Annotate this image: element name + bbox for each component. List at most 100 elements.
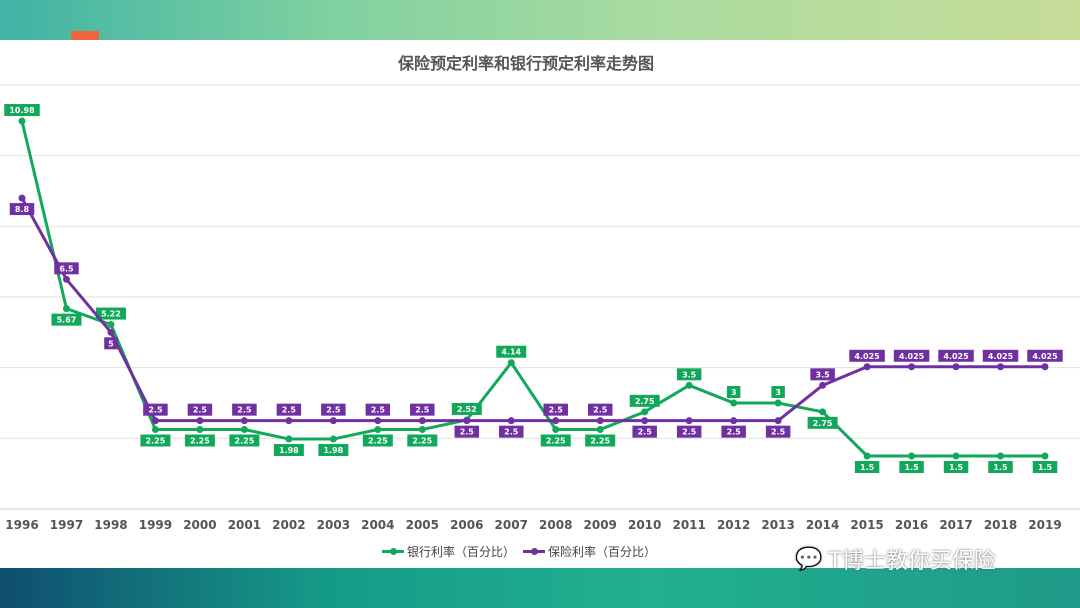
x-tick-label: 2011 (672, 518, 705, 532)
watermark-text: T博士教你买保险 (828, 549, 996, 574)
data-label: 2.5 (282, 406, 297, 415)
data-point (641, 408, 649, 416)
data-label-bg (632, 425, 657, 438)
data-point (463, 417, 471, 425)
data-label: 2.5 (460, 428, 475, 437)
data-point (18, 117, 26, 125)
data-point (596, 417, 604, 425)
data-label-bg (187, 403, 213, 416)
data-label: 2.5 (593, 406, 608, 415)
data-point (819, 408, 827, 416)
legend-marker (523, 548, 546, 555)
legend: 银行利率（百分比） 保险利率（百分比） (382, 543, 656, 560)
data-label: 2.25 (590, 437, 610, 446)
x-tick-label: 1997 (50, 518, 83, 532)
watermark: 💬 T博士教你买保险 (795, 543, 996, 575)
data-point (730, 399, 738, 407)
x-tick-label: 2003 (317, 518, 350, 532)
data-label: 1.5 (993, 463, 1008, 472)
data-label-bg (765, 425, 791, 438)
series-line (20, 120, 1045, 458)
legend-label: 保险利率（百分比） (548, 545, 657, 559)
x-tick-label: 2016 (895, 518, 928, 532)
data-point (908, 363, 916, 371)
data-point (107, 321, 115, 329)
x-tick-label: 2014 (806, 518, 839, 532)
data-point (908, 452, 916, 460)
data-label-bg (1032, 461, 1058, 473)
x-tick-label: 1998 (94, 518, 127, 532)
data-label-bg (807, 416, 838, 429)
data-label-bg (585, 434, 616, 447)
x-tick-label: 2013 (761, 518, 794, 532)
accent-bar (71, 31, 99, 40)
data-label-bg (810, 368, 835, 381)
data-label: 4.025 (1032, 352, 1058, 361)
x-tick-label: 1996 (5, 518, 38, 532)
data-label-bg (587, 403, 613, 416)
data-label: 2.5 (415, 406, 430, 415)
data-label-bg (1027, 349, 1063, 362)
x-tick-label: 2019 (1028, 518, 1061, 532)
data-point (819, 381, 827, 389)
x-tick-label: 2017 (939, 518, 972, 532)
data-point (863, 363, 871, 371)
data-point (952, 452, 960, 460)
data-label-bg (184, 434, 215, 447)
data-label: 4.025 (854, 352, 880, 361)
data-point (151, 417, 159, 425)
data-label: 1.5 (949, 463, 964, 472)
data-label-bg (407, 434, 438, 447)
data-label-bg (893, 349, 930, 362)
wechat-icon: 💬 (795, 546, 823, 572)
data-label: 2.5 (371, 406, 386, 415)
data-point (62, 305, 70, 313)
data-label: 2.5 (148, 406, 163, 415)
data-label: 5.22 (101, 310, 121, 319)
x-tick-label: 2001 (228, 518, 261, 532)
data-point (1041, 452, 1049, 460)
data-label-bg (232, 403, 257, 416)
data-label-bg (104, 337, 118, 350)
data-label-bg (771, 386, 785, 398)
data-label: 5 (108, 339, 114, 348)
data-label-bg (943, 461, 969, 473)
data-label: 2.5 (326, 406, 341, 415)
data-label-bg (676, 425, 702, 438)
data-point (285, 435, 293, 443)
x-tick-label: 2000 (183, 518, 216, 532)
data-label: 2.5 (727, 428, 742, 437)
data-point (685, 417, 693, 425)
x-tick-label: 2009 (584, 518, 617, 532)
data-point (507, 417, 515, 425)
data-label: 5.67 (57, 316, 77, 325)
data-label-bg (54, 262, 79, 275)
data-label: 2.75 (813, 419, 833, 428)
data-label-bg (362, 434, 393, 447)
data-label: 3.5 (682, 370, 697, 379)
data-point (374, 417, 382, 425)
data-label: 2.5 (682, 428, 697, 437)
data-point (596, 426, 604, 433)
data-label-bg (451, 402, 482, 415)
data-point (1041, 363, 1049, 371)
data-label-bg (726, 386, 741, 398)
data-label: 10.98 (9, 106, 35, 115)
x-tick-label: 2006 (450, 518, 483, 532)
data-label-bg (721, 425, 746, 438)
data-point (552, 426, 560, 433)
data-label-bg (543, 403, 568, 416)
data-point (552, 417, 560, 425)
top-banner (0, 0, 1080, 40)
data-label: 2.5 (549, 406, 564, 415)
data-point (774, 417, 782, 425)
data-point (641, 417, 649, 425)
data-point (863, 452, 871, 460)
data-point (18, 194, 26, 202)
data-point (507, 359, 515, 367)
data-label: 4.025 (899, 352, 925, 361)
data-point (685, 381, 693, 389)
data-label-bg (140, 434, 171, 447)
data-label: 6.5 (59, 264, 74, 273)
